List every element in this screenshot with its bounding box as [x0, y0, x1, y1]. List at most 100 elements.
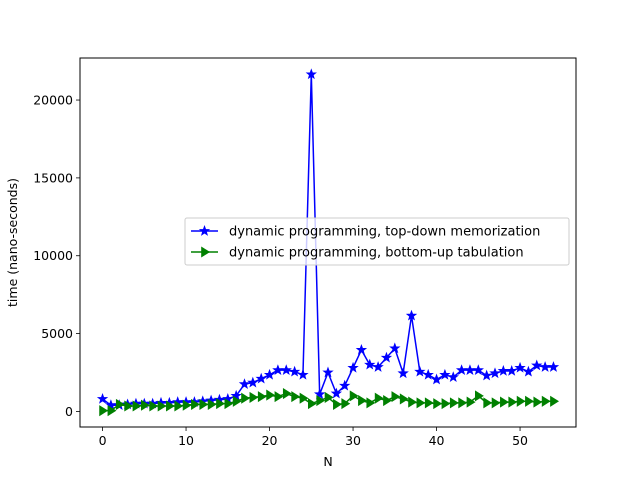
legend-label-bottom-up: dynamic programming, bottom-up tabulatio… — [229, 246, 524, 261]
data-point — [157, 400, 167, 412]
data-point — [449, 397, 459, 409]
data-point — [399, 393, 409, 405]
data-point — [439, 368, 451, 380]
data-point — [525, 395, 534, 407]
data-point — [216, 398, 226, 410]
data-point — [480, 369, 493, 381]
data-point — [541, 395, 551, 407]
data-point — [466, 396, 476, 408]
x-tick-label: 30 — [345, 433, 361, 448]
data-point — [297, 368, 309, 380]
data-point — [416, 397, 426, 409]
x-tick-label: 40 — [429, 433, 445, 448]
data-point — [316, 394, 326, 407]
data-point — [132, 400, 142, 412]
series-1 — [99, 387, 560, 417]
x-tick-label: 20 — [262, 433, 278, 448]
legend-marker-bottom-up — [201, 246, 211, 258]
data-point — [324, 391, 334, 403]
data-point — [358, 394, 367, 407]
legend-marker-shape — [201, 246, 211, 258]
data-point — [263, 368, 276, 380]
data-point — [458, 397, 468, 409]
data-point — [364, 358, 376, 370]
data-point — [372, 361, 384, 372]
data-point — [447, 371, 459, 382]
data-point — [349, 390, 359, 402]
data-point — [322, 366, 334, 378]
data-point — [174, 400, 184, 412]
data-point — [241, 392, 251, 404]
x-tick-label: 0 — [99, 433, 107, 448]
data-point — [374, 392, 384, 404]
data-point — [341, 398, 351, 410]
data-point — [330, 387, 343, 399]
data-point — [339, 379, 351, 391]
data-point — [305, 68, 317, 80]
data-point — [149, 400, 159, 412]
data-point — [366, 397, 376, 409]
data-point — [389, 342, 401, 354]
data-point — [280, 364, 292, 375]
data-point — [405, 309, 418, 321]
legend-box — [184, 217, 570, 266]
data-point — [391, 391, 401, 403]
y-tick-label: 10000 — [33, 248, 73, 263]
data-point — [288, 365, 301, 377]
data-point — [483, 397, 493, 409]
y-tick-label: 15000 — [33, 170, 73, 185]
data-point — [115, 398, 125, 410]
data-point — [299, 392, 309, 404]
data-point — [475, 390, 484, 402]
data-point — [531, 359, 543, 371]
data-point — [441, 398, 451, 410]
data-point — [191, 398, 200, 410]
data-point — [550, 395, 560, 407]
data-point — [291, 391, 301, 403]
data-point — [274, 391, 284, 403]
data-point — [433, 398, 443, 410]
data-point — [506, 364, 518, 376]
legend-marker-top-down — [198, 225, 211, 236]
x-axis-label: N — [323, 454, 332, 469]
data-point — [500, 396, 509, 408]
series-layer — [96, 68, 560, 417]
data-point — [232, 395, 242, 407]
data-point — [124, 400, 134, 412]
data-point — [140, 399, 150, 411]
data-point — [514, 361, 526, 373]
data-point — [313, 388, 326, 400]
data-point — [333, 398, 342, 410]
data-point — [408, 396, 418, 408]
data-point — [166, 400, 175, 412]
y-tick-label: 0 — [65, 404, 73, 419]
data-point — [282, 387, 292, 400]
data-point — [472, 364, 484, 375]
data-point — [430, 373, 443, 385]
data-point — [489, 367, 501, 379]
x-axis: 0 10 20 30 40 50 — [99, 427, 528, 448]
legend-marker-shape — [198, 225, 211, 236]
data-point — [355, 343, 368, 355]
data-point — [96, 393, 109, 404]
data-point — [257, 391, 267, 403]
y-axis-label: time (nano-seconds) — [5, 178, 20, 307]
data-point — [397, 367, 409, 379]
data-point — [383, 394, 393, 407]
x-tick-label: 10 — [178, 433, 194, 448]
data-point — [533, 396, 543, 408]
y-tick-label: 5000 — [41, 326, 73, 341]
data-point — [347, 361, 359, 373]
legend-label-top-down: dynamic programming, top-down memorizati… — [229, 225, 540, 240]
data-point — [516, 395, 526, 407]
data-point — [422, 368, 434, 380]
x-tick-label: 50 — [512, 433, 528, 448]
data-point — [99, 405, 109, 417]
data-point — [199, 398, 209, 410]
data-point — [238, 378, 251, 390]
plot-frame — [79, 57, 577, 428]
data-point — [380, 351, 393, 363]
legend: dynamic programming, top-down memorizati… — [184, 217, 570, 266]
data-point — [107, 405, 117, 417]
